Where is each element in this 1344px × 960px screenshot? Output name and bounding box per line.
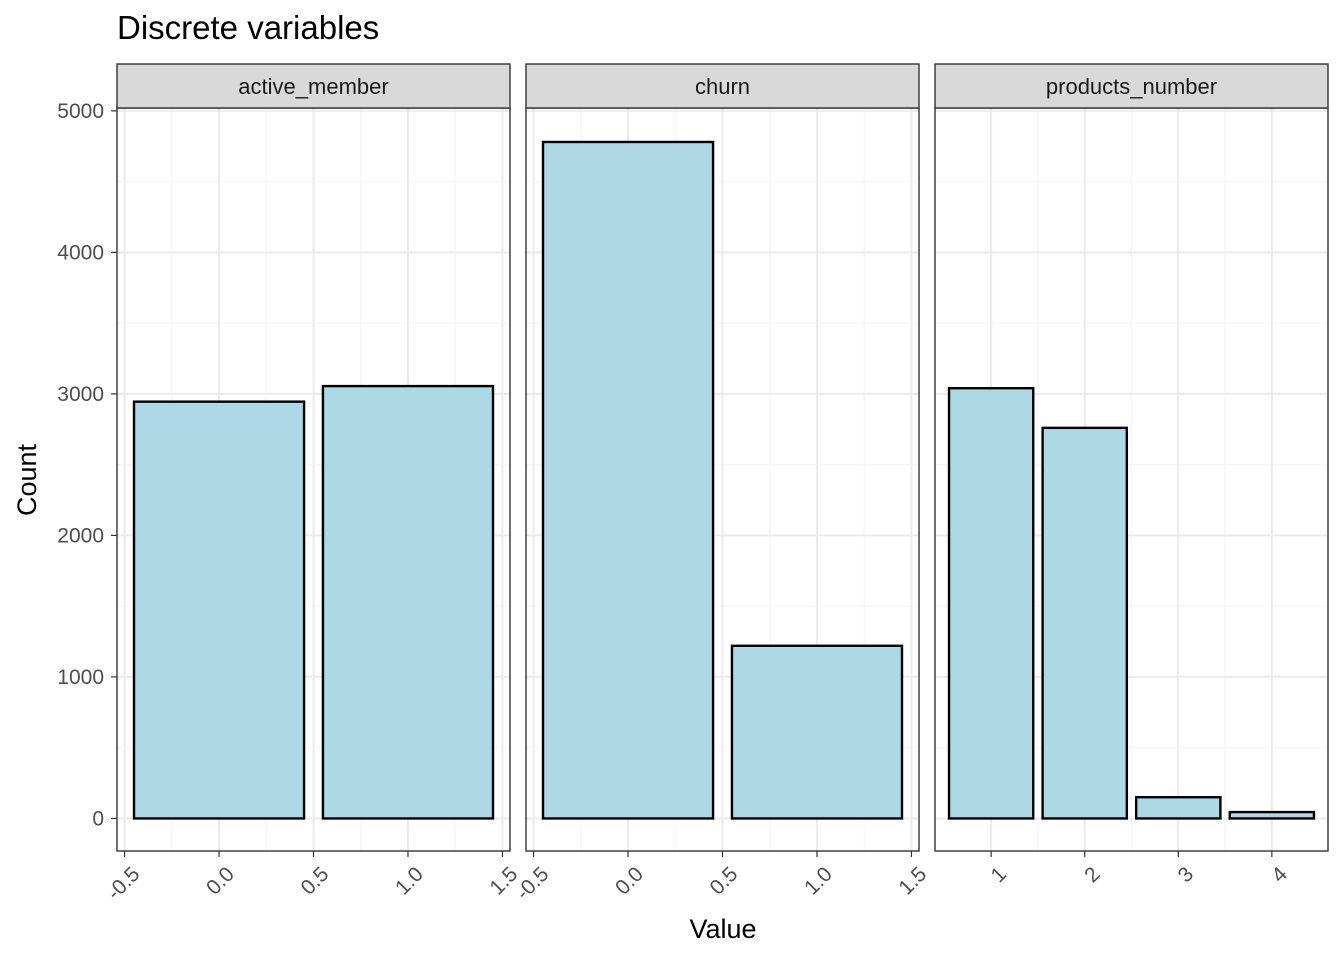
facet-strip xyxy=(116,63,511,109)
y-tick-label: 5000 xyxy=(57,100,104,123)
facet-strip-label: churn xyxy=(695,74,750,99)
y-axis-title: Count xyxy=(12,443,42,516)
facet-strip-label: products_number xyxy=(1046,74,1217,99)
facet-strip xyxy=(934,63,1329,109)
bar-active-member-1 xyxy=(321,384,495,820)
y-tick-label: 1000 xyxy=(57,666,104,689)
bar-products-number-3 xyxy=(1228,810,1316,820)
facet-churn: churn-0.5 0.0 0.5 1.0 1.5 xyxy=(512,63,931,905)
bar-products-number-2 xyxy=(1134,796,1222,820)
bar-churn-1 xyxy=(730,644,904,820)
y-tick-label: 0 xyxy=(92,807,104,830)
x-axis-title: Value xyxy=(689,914,756,944)
bar-churn-0 xyxy=(541,140,715,820)
y-tick-label: 3000 xyxy=(57,383,104,406)
facet-strip xyxy=(525,63,920,109)
bar-products-number-1 xyxy=(1041,426,1129,820)
facet-active-member: active_member-0.5 0.0 0.5 1.0 1.5 xyxy=(103,63,522,905)
bar-active-member-0 xyxy=(132,400,306,820)
facet-strip-label: active_member xyxy=(238,74,388,99)
bar-products-number-0 xyxy=(947,387,1035,820)
y-tick-label: 4000 xyxy=(57,241,104,264)
chart-title: Discrete variables xyxy=(117,9,379,46)
y-tick-label: 2000 xyxy=(57,524,104,547)
